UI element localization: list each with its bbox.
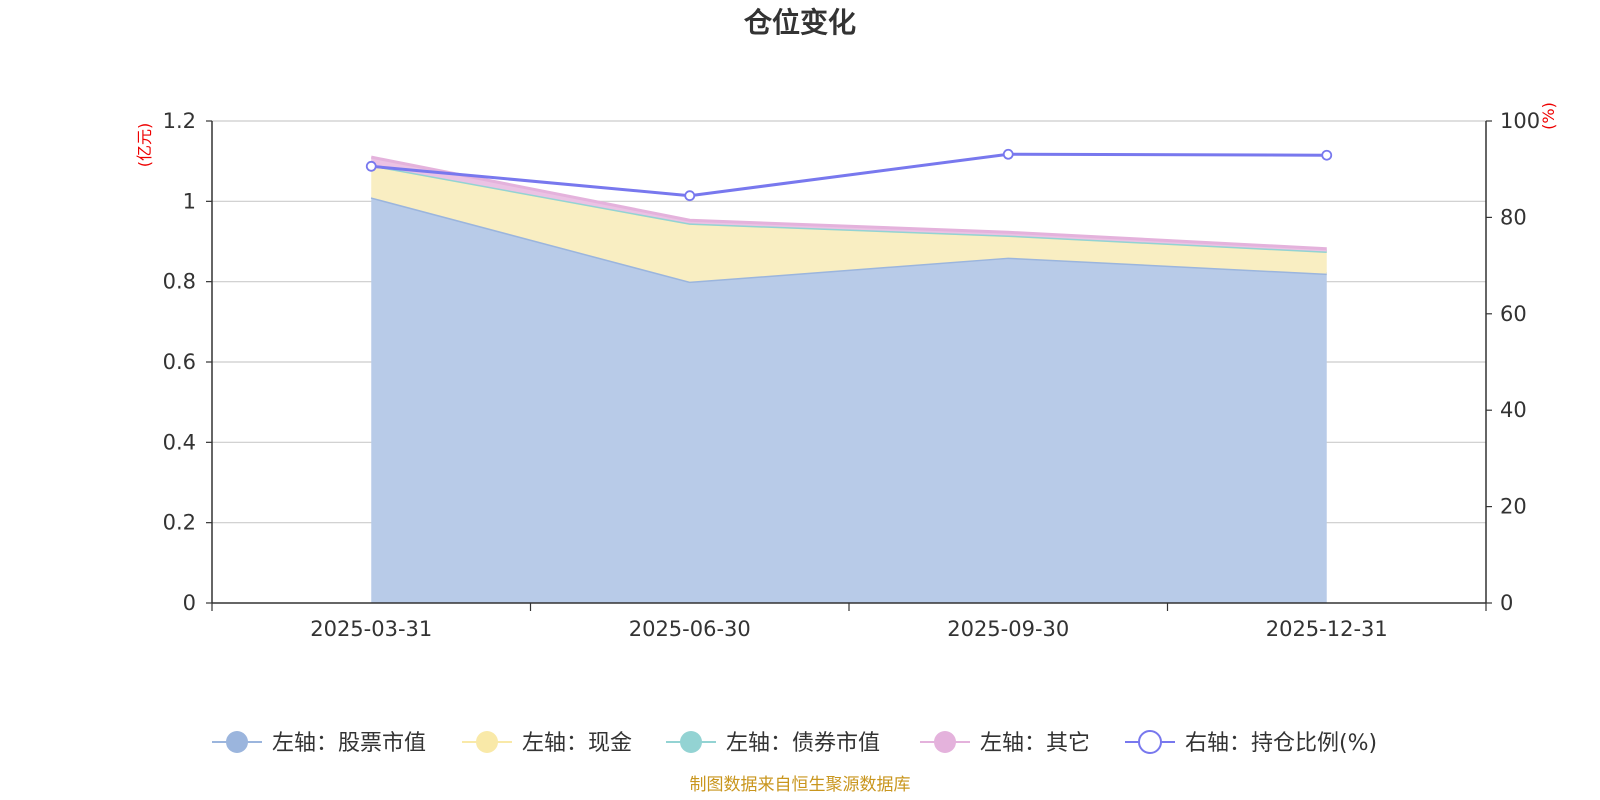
legend-label: 右轴：持仓比例(%): [1185, 731, 1377, 756]
legend-marker: [680, 731, 702, 753]
holding-ratio-point: [365, 160, 377, 172]
x-tick-label: 2025-12-31: [1266, 617, 1388, 641]
legend-marker: [1138, 730, 1162, 754]
legend-marker: [934, 731, 956, 753]
left-tick-label: 0.4: [163, 430, 196, 454]
legend-label: 左轴：债券市值: [726, 731, 880, 756]
left-tick-label: 1: [183, 189, 196, 213]
x-tick-label: 2025-06-30: [629, 617, 751, 641]
x-tick-label: 2025-09-30: [947, 617, 1069, 641]
left-tick-label: 1.2: [163, 109, 196, 133]
area-fill: [371, 197, 1327, 604]
right-tick-label: 80: [1500, 205, 1527, 229]
legend-marker: [476, 731, 498, 753]
holding-ratio-point: [1002, 148, 1014, 160]
legend: 左轴：股票市值 左轴：现金 左轴：债券市值 左轴：其它 右轴：持仓比例(%): [212, 730, 1377, 756]
right-tick-label: 0: [1500, 591, 1513, 615]
legend-label: 左轴：现金: [522, 731, 632, 756]
right-tick-label: 60: [1500, 302, 1527, 326]
area-edge-line: [370, 155, 1327, 251]
x-tick-label: 2025-03-31: [310, 617, 432, 641]
axes: 0 0.2 0.4 0.6 0.8 1 1.2 0 20 40 60 80 100 2025-03-31 2…: [163, 109, 1541, 641]
legend-label: 左轴：股票市值: [272, 731, 426, 756]
left-axis-unit: (亿元): [135, 123, 154, 168]
left-tick-label: 0.8: [163, 270, 196, 294]
left-tick-label: 0: [183, 591, 196, 615]
right-tick-label: 20: [1500, 495, 1527, 519]
legend-label: 左轴：其它: [980, 731, 1090, 756]
left-tick-label: 0.6: [163, 350, 196, 374]
legend-marker: [226, 731, 248, 753]
source-note: 制图数据来自恒生聚源数据库: [690, 775, 911, 795]
area-series: [370, 155, 1327, 604]
holding-ratio-point: [684, 190, 696, 202]
chart-title: 仓位变化: [744, 6, 856, 39]
holding-ratio-point: [1321, 149, 1333, 161]
line-series: [365, 148, 1333, 202]
right-tick-label: 100: [1500, 109, 1540, 133]
area-fill: [371, 165, 1327, 282]
right-axis-unit: (%): [1539, 102, 1558, 130]
right-tick-label: 40: [1500, 398, 1527, 422]
holding-ratio-line: [371, 152, 1327, 198]
left-tick-label: 0.2: [163, 511, 196, 535]
